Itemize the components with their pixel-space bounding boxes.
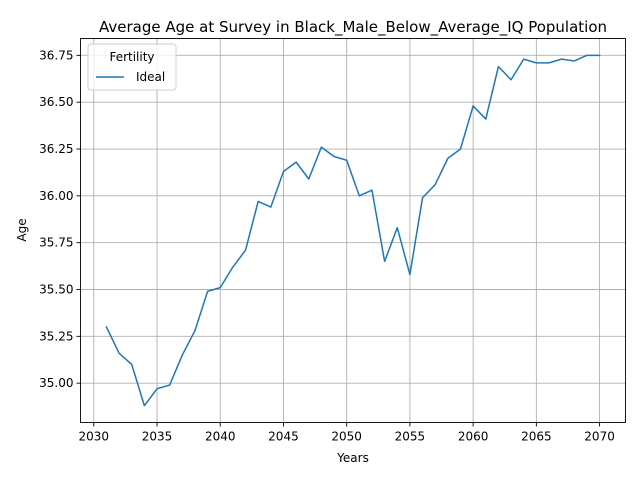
legend-title: Fertility <box>109 50 154 64</box>
y-tick-label: 35.75 <box>39 236 73 250</box>
y-tick-label: 35.50 <box>39 283 73 297</box>
y-tick-label: 36.75 <box>39 48 73 62</box>
y-axis-label: Age <box>15 218 29 241</box>
x-tick-label: 2060 <box>458 430 489 444</box>
y-axis: 35.00 35.25 35.50 35.75 36.00 36.25 36.50 36.75 <box>39 48 81 390</box>
x-tick-label: 2045 <box>268 430 299 444</box>
chart-title: Average Age at Survey in Black_Male_Belo… <box>99 18 607 37</box>
plot-frame <box>80 38 626 423</box>
y-tick-label: 36.50 <box>39 95 73 109</box>
x-tick-label: 2055 <box>395 430 426 444</box>
x-tick-label: 2050 <box>331 430 362 444</box>
x-tick-label: 2065 <box>521 430 552 444</box>
y-tick-label: 36.25 <box>39 142 73 156</box>
x-tick-label: 2035 <box>142 430 173 444</box>
plot-area <box>105 54 601 407</box>
legend: Fertility Ideal <box>87 43 177 91</box>
y-tick-label: 35.00 <box>39 376 73 390</box>
series-line-ideal <box>105 54 601 407</box>
grid <box>80 38 626 423</box>
legend-label-ideal: Ideal <box>136 70 165 84</box>
x-tick-label: 2040 <box>205 430 236 444</box>
x-axis-label: Years <box>336 451 369 465</box>
x-axis: 2030 2035 2040 2045 2050 2055 2060 2065 2070 <box>79 422 615 444</box>
y-tick-label: 36.00 <box>39 189 73 203</box>
legend-box <box>87 43 177 91</box>
x-tick-label: 2030 <box>79 430 110 444</box>
y-tick-label: 35.25 <box>39 329 73 343</box>
x-tick-label: 2070 <box>584 430 615 444</box>
